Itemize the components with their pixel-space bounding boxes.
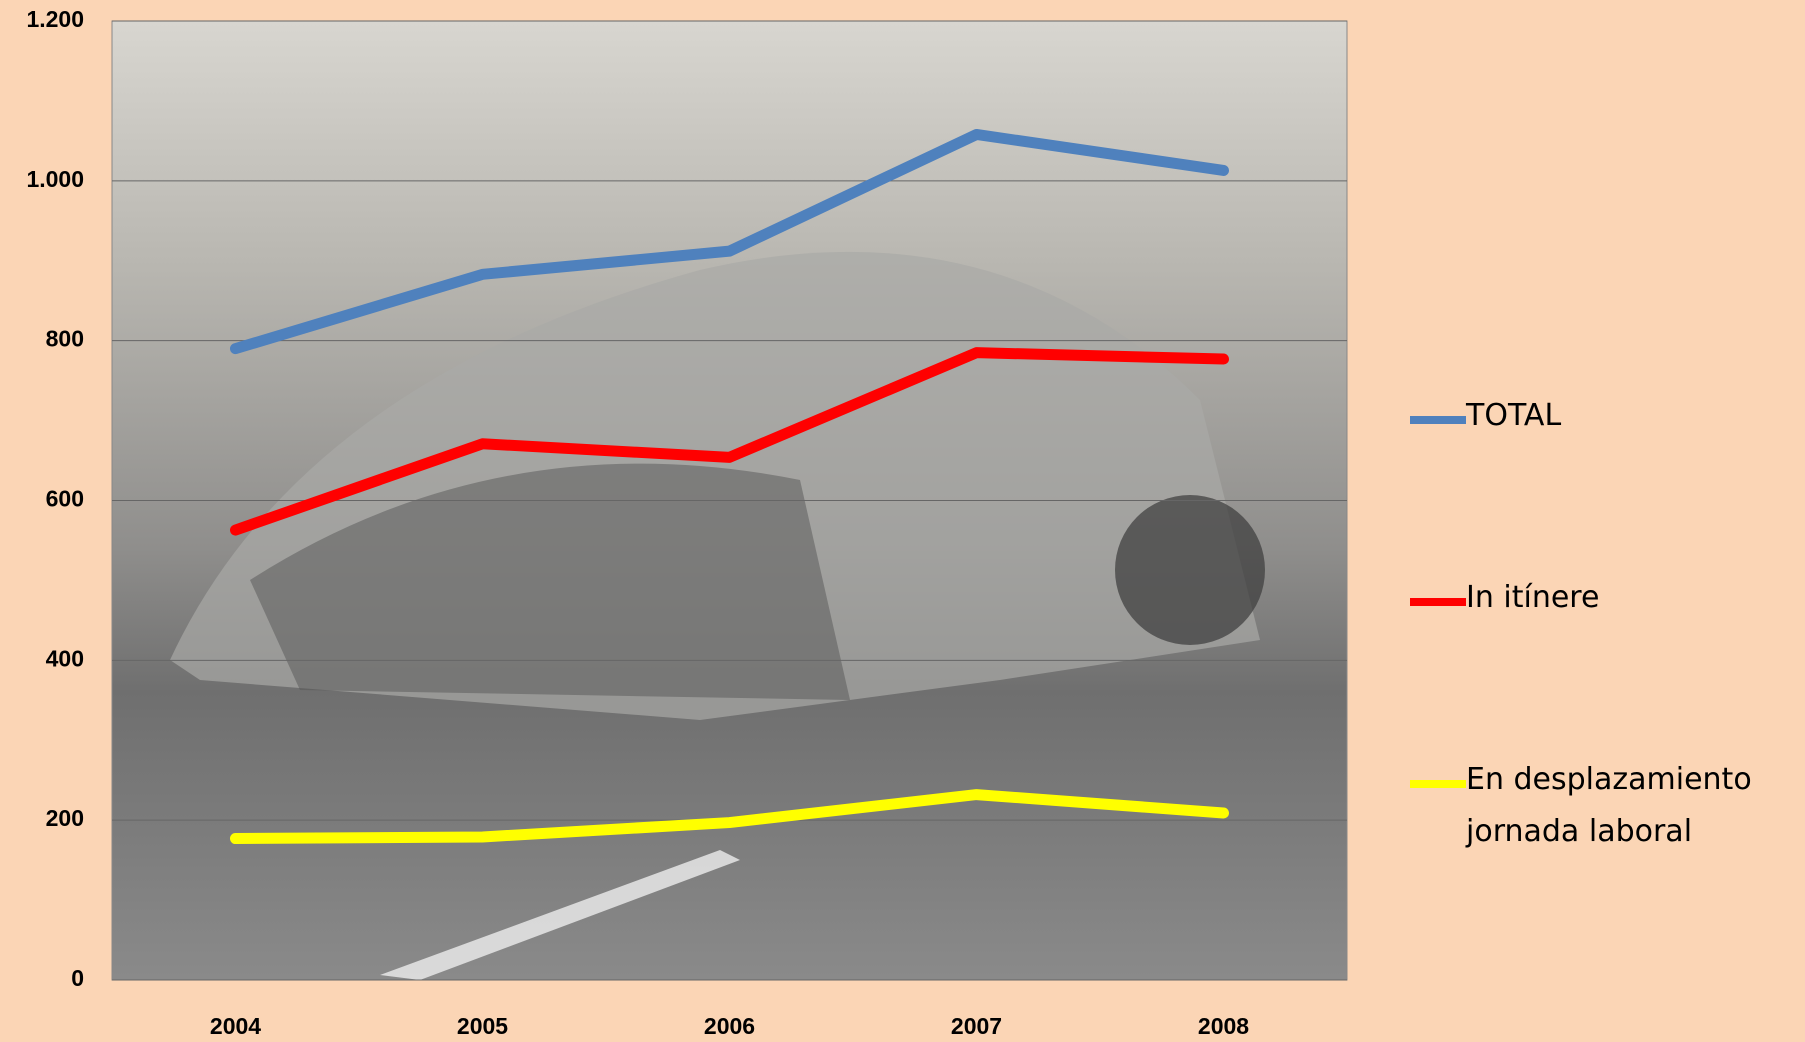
y-tick-label: 0 — [71, 965, 84, 991]
page: 0 200 400 600 800 1.000 1.200 2004 2005 2006 2007 2… — [0, 0, 1805, 1042]
legend-swatch — [1410, 416, 1466, 424]
x-tick-label: 2006 — [704, 1013, 755, 1039]
chart: 0 200 400 600 800 1.000 1.200 2004 2005 2006 2007 2… — [0, 0, 1805, 1042]
legend-label: In itínere — [1466, 572, 1796, 624]
y-tick-label: 600 — [46, 486, 84, 512]
y-tick-label: 800 — [46, 326, 84, 352]
legend-swatch — [1410, 598, 1466, 606]
legend-swatch — [1410, 780, 1466, 788]
legend-item: In itínere — [1410, 582, 1796, 624]
x-tick-label: 2008 — [1198, 1013, 1249, 1039]
y-tick-label: 400 — [46, 645, 84, 671]
legend-label: En desplazamiento jornada laboral — [1466, 754, 1796, 858]
y-tick-label: 1.200 — [26, 6, 84, 32]
x-tick-label: 2005 — [457, 1013, 508, 1039]
y-tick-label: 200 — [46, 805, 84, 831]
legend-label: TOTAL — [1466, 390, 1796, 442]
x-tick-label: 2007 — [951, 1013, 1002, 1039]
x-tick-label: 2004 — [210, 1013, 261, 1039]
legend-item: En desplazamiento jornada laboral — [1410, 764, 1796, 858]
photo-shape — [1115, 495, 1265, 645]
y-tick-label: 1.000 — [26, 166, 84, 192]
legend-item: TOTAL — [1410, 400, 1796, 442]
